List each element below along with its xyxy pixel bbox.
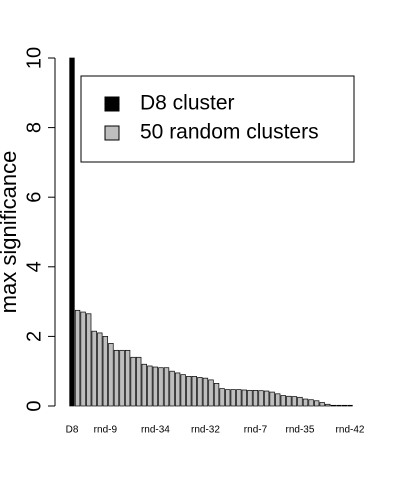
bar	[269, 391, 275, 407]
bar	[252, 389, 259, 407]
bar	[225, 389, 231, 407]
bar	[136, 356, 142, 407]
legend-swatch	[104, 125, 120, 141]
bar	[313, 400, 320, 407]
bar	[102, 336, 109, 407]
bar	[280, 395, 286, 407]
y-tick-label: 6	[23, 192, 45, 203]
x-tick-label: D8	[66, 425, 79, 436]
bar	[219, 388, 225, 407]
bar	[325, 403, 331, 407]
y-tick-label: 0	[23, 400, 45, 411]
y-tick-label: 8	[23, 122, 45, 133]
bar	[180, 374, 186, 407]
x-tick-label: rnd-32	[191, 425, 220, 436]
bar	[130, 356, 136, 407]
bar	[197, 377, 203, 407]
x-tick-label: rnd-34	[141, 425, 170, 436]
bar	[341, 404, 348, 407]
bar	[108, 343, 114, 407]
y-tick-label: 2	[23, 331, 45, 342]
bar	[97, 332, 103, 407]
bar	[302, 398, 309, 407]
bar	[297, 396, 303, 407]
bar	[286, 395, 292, 407]
bar	[147, 365, 153, 407]
legend-box	[80, 75, 355, 163]
legend-label: 50 random clusters	[140, 121, 319, 144]
bar	[74, 309, 81, 407]
y-axis-label: max significance	[0, 151, 21, 314]
bar	[186, 376, 192, 407]
bar	[213, 383, 220, 407]
x-tick-label: rnd-35	[286, 425, 315, 436]
legend-label: D8 cluster	[140, 92, 235, 115]
bar	[263, 390, 270, 407]
bar	[247, 389, 253, 407]
bar	[208, 379, 214, 407]
bar	[80, 311, 86, 407]
bar	[152, 366, 159, 407]
x-tick-label: rnd-7	[244, 425, 268, 436]
bar	[291, 396, 298, 407]
bar	[330, 404, 336, 407]
bar	[158, 367, 164, 407]
legend-swatch	[104, 96, 120, 112]
bar	[275, 393, 281, 407]
bar	[319, 402, 325, 407]
bar	[236, 389, 242, 407]
bar	[191, 376, 197, 407]
bar	[258, 390, 264, 407]
y-tick-label: 10	[23, 47, 45, 69]
bar	[141, 363, 147, 407]
bar	[336, 404, 342, 407]
bar	[86, 313, 92, 407]
bar	[202, 377, 209, 407]
bar	[308, 399, 314, 407]
bar	[124, 349, 131, 407]
bar	[119, 349, 125, 407]
y-tick-label: 4	[23, 261, 45, 272]
bar	[169, 370, 175, 407]
bar	[113, 349, 120, 407]
bar	[91, 330, 97, 407]
bar	[241, 389, 248, 407]
bar	[69, 57, 75, 407]
bar	[163, 367, 170, 407]
bar	[230, 389, 236, 407]
x-tick-label: rnd-9	[94, 425, 118, 436]
bar	[174, 372, 181, 407]
x-tick-label: rnd-42	[336, 425, 365, 436]
bar	[347, 404, 353, 407]
